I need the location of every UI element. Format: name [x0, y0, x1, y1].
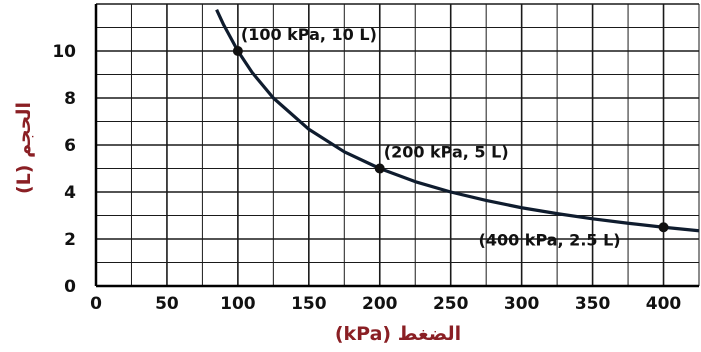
data-points: [232, 46, 669, 233]
y-tick-label: 0: [64, 277, 76, 297]
x-axis-title: الضغط (kPa): [335, 323, 461, 345]
x-tick-label: 250: [433, 294, 469, 314]
y-axis-title: الحجم (L): [13, 102, 35, 194]
x-tick-label: 50: [155, 294, 179, 314]
x-tick-label: 400: [646, 294, 682, 314]
data-point: [658, 222, 669, 233]
x-tick-label: 150: [291, 294, 327, 314]
annotation-label: (400 kPa, 2.5 L): [479, 230, 621, 249]
x-tick-label: 100: [220, 294, 256, 314]
x-tick-labels: 0 50 100 150 200 250 300 350 400: [90, 294, 681, 314]
annotations: (100 kPa, 10 L) (200 kPa, 5 L) (400 kPa,…: [241, 25, 621, 249]
annotation-label: (100 kPa, 10 L): [241, 25, 377, 44]
y-tick-labels: 0 2 4 6 8 10: [52, 42, 76, 297]
y-tick-label: 4: [64, 183, 76, 203]
y-tick-label: 10: [52, 42, 76, 62]
x-tick-label: 300: [504, 294, 540, 314]
x-tick-label: 350: [575, 294, 611, 314]
x-tick-label: 200: [362, 294, 398, 314]
series-line: [215, 8, 699, 233]
y-tick-label: 2: [64, 230, 76, 250]
data-point: [374, 163, 385, 174]
annotation-label: (200 kPa, 5 L): [384, 143, 509, 162]
y-tick-label: 8: [64, 89, 76, 109]
x-tick-label: 0: [90, 294, 102, 314]
y-tick-label: 6: [64, 136, 76, 156]
data-point: [232, 46, 243, 56]
axes-frame: [94, 4, 699, 288]
